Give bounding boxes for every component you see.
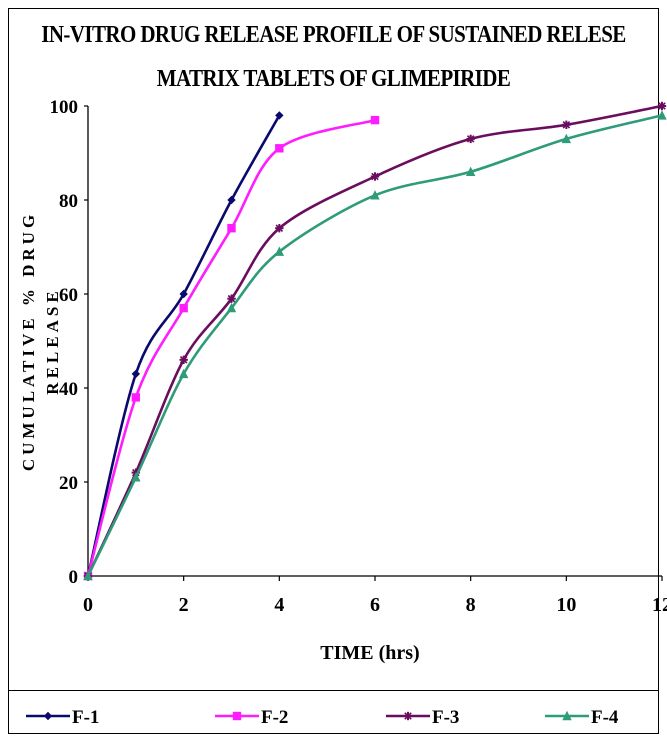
series-line bbox=[86, 114, 663, 577]
series-f-2 bbox=[83, 115, 380, 581]
data-point bbox=[275, 224, 284, 233]
series-line bbox=[86, 118, 376, 577]
data-point bbox=[275, 144, 284, 153]
data-point bbox=[83, 570, 93, 581]
y-axis-label-line: RELEASE bbox=[43, 287, 62, 394]
y-tick-label: 100 bbox=[50, 97, 79, 118]
y-tick-label: 20 bbox=[59, 473, 78, 494]
legend-item: F-2 bbox=[215, 707, 288, 728]
data-point bbox=[227, 195, 236, 205]
data-point bbox=[657, 101, 667, 111]
data-point bbox=[227, 294, 236, 303]
y-tick-label: 40 bbox=[59, 379, 78, 400]
data-point bbox=[561, 133, 572, 144]
data-point bbox=[465, 166, 476, 176]
x-tick-label: 0 bbox=[83, 594, 93, 616]
axis-labels: 0 20 40 60 80 100 0 2 4 6 8 10 12 TIME (hrs) CUMULATIV… bbox=[19, 97, 667, 664]
x-tick-label: 2 bbox=[179, 594, 189, 616]
chart-title-line-2: MATRIX TABLETS OF GLIMEPIRIDE bbox=[156, 63, 511, 93]
legend-marker bbox=[43, 711, 53, 721]
x-axis-label: TIME (hrs) bbox=[320, 642, 419, 664]
data-point bbox=[226, 302, 237, 313]
legend-divider bbox=[8, 690, 659, 691]
data-point bbox=[179, 289, 188, 299]
series-lines bbox=[83, 101, 667, 581]
x-tick-label: 12 bbox=[652, 594, 667, 616]
data-point bbox=[131, 369, 141, 379]
y-axis-label-line: CUMULATIVE % DRUG bbox=[19, 211, 38, 471]
series-f-3 bbox=[83, 101, 667, 581]
legend-label: F-3 bbox=[432, 707, 459, 728]
legend-label: F-4 bbox=[591, 707, 619, 728]
legend-item: F-4 bbox=[545, 707, 619, 728]
axes bbox=[84, 105, 663, 581]
data-point bbox=[178, 368, 189, 379]
data-point bbox=[275, 111, 284, 120]
data-point bbox=[227, 224, 236, 233]
chart-title-line-1: IN-VITRO DRUG RELEASE PROFILE OF SUSTAIN… bbox=[41, 19, 626, 49]
legend: F-1 F-2 F-3 F-4 bbox=[26, 707, 619, 728]
x-tick-label: 6 bbox=[370, 594, 380, 616]
chart-frame bbox=[8, 8, 659, 734]
data-point bbox=[657, 110, 667, 120]
data-point bbox=[562, 120, 571, 129]
data-point bbox=[179, 355, 188, 364]
data-point bbox=[370, 115, 380, 125]
legend-marker bbox=[403, 711, 413, 721]
legend-marker bbox=[232, 711, 242, 721]
data-point bbox=[131, 472, 141, 482]
data-point bbox=[179, 303, 188, 313]
data-point bbox=[466, 134, 475, 144]
legend-item: F-1 bbox=[26, 707, 99, 728]
series-f-4 bbox=[83, 110, 667, 581]
legend-item: F-3 bbox=[386, 707, 459, 728]
x-tick-label: 4 bbox=[274, 594, 284, 616]
x-tick-label: 8 bbox=[466, 594, 476, 616]
legend-label: F-2 bbox=[261, 707, 288, 728]
y-tick-label: 80 bbox=[59, 191, 78, 212]
data-point bbox=[131, 393, 141, 402]
series-line bbox=[86, 114, 281, 577]
data-point bbox=[370, 190, 380, 200]
legend-label: F-1 bbox=[72, 707, 99, 728]
y-tick-label: 60 bbox=[59, 285, 78, 306]
data-point bbox=[370, 172, 380, 181]
data-point bbox=[274, 246, 285, 256]
y-tick-label: 0 bbox=[69, 567, 79, 588]
legend-marker bbox=[562, 710, 572, 721]
x-tick-label: 10 bbox=[556, 594, 576, 616]
y-axis-label: CUMULATIVE % DRUG RELEASE bbox=[19, 211, 62, 471]
